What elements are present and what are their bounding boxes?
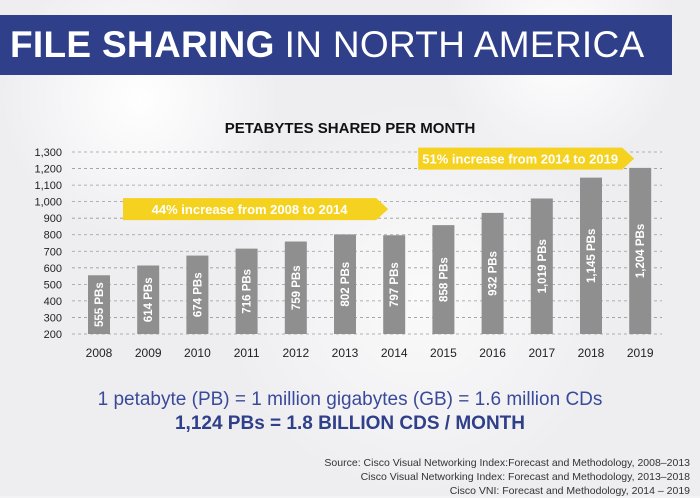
callout-text: 51% increase from 2014 to 2019 — [422, 152, 618, 167]
bar-data-label: 797 PBs — [389, 262, 401, 307]
bar — [629, 167, 652, 334]
bar-data-label: 555 PBs — [94, 282, 106, 327]
bar — [334, 234, 356, 334]
x-tick-label: 2019 — [627, 346, 654, 360]
bar — [284, 241, 307, 334]
x-tick-label: 2010 — [184, 346, 211, 360]
cds-per-month-note: 1,124 PBs = 1.8 BILLION CDS / MONTH — [174, 413, 525, 434]
y-tick-label: 900 — [44, 213, 62, 225]
x-tick-label: 2018 — [578, 346, 605, 360]
source-line-2: Cisco Visual Networking Index: Forecast … — [360, 471, 690, 483]
bar — [580, 177, 602, 334]
bar-data-label: 759 PBs — [291, 265, 303, 310]
conversion-note: 1 petabyte (PB) = 1 million gigabytes (G… — [97, 389, 603, 410]
page-title-banner: FILE SHARING IN NORTH AMERICA — [0, 15, 672, 75]
callout-text: 44% increase from 2008 to 2014 — [152, 202, 349, 217]
x-tick-label: 2012 — [282, 346, 309, 360]
bar-data-label: 858 PBs — [438, 257, 450, 302]
x-tick-label: 2015 — [430, 346, 457, 360]
y-tick-label: 200 — [44, 329, 62, 341]
source-line-3: Cisco VNI: Forecast and Methodology, 201… — [449, 485, 690, 497]
x-tick-label: 2008 — [86, 346, 113, 360]
y-tick-label: 1,200 — [34, 164, 62, 176]
gridlines — [72, 151, 662, 335]
y-tick-label: 400 — [44, 296, 62, 308]
bars: 555 PBs 614 PBs 674 PBs 716 PBs 759 PBs 802 P… — [88, 167, 652, 334]
y-tick-label: 500 — [44, 279, 62, 291]
bar-data-label: 674 PBs — [192, 272, 204, 317]
bar-data-label: 802 PBs — [340, 262, 352, 307]
y-tick-label: 1,100 — [34, 180, 62, 192]
bar-data-label: 932 PBs — [488, 251, 500, 296]
y-tick-label: 600 — [44, 263, 62, 275]
bar — [530, 198, 553, 334]
bar — [235, 248, 258, 334]
bar — [137, 265, 160, 334]
x-tick-label: 2016 — [479, 346, 506, 360]
x-tick-label: 2017 — [528, 346, 555, 360]
y-axis: 200 300 400 500 600 700 800 900 1,000 1,100 1,200 1… — [34, 147, 62, 341]
x-tick-label: 2011 — [234, 346, 260, 360]
bar-data-label: 1,019 PBs — [537, 239, 549, 293]
page-title-bold: FILE SHARING — [10, 24, 275, 65]
bar — [88, 275, 110, 334]
callout-arrow — [418, 147, 635, 170]
bar — [383, 235, 406, 334]
source-citations: Source: Cisco Visual Networking Index:Fo… — [324, 456, 690, 498]
chart-title: PETABYTES SHARED PER MONTH — [225, 120, 476, 137]
callouts: 44% increase from 2008 to 2014 51% increa… — [123, 147, 635, 221]
x-axis: 2008 2009 2010 2011 2012 2013 2014 2015 2016 2017… — [86, 346, 654, 360]
x-tick-label: 2013 — [332, 346, 359, 360]
y-tick-label: 1,000 — [34, 197, 62, 209]
y-tick-label: 1,300 — [34, 147, 62, 159]
y-tick-label: 300 — [44, 312, 62, 324]
bar — [481, 212, 504, 334]
x-tick-label: 2014 — [381, 346, 408, 360]
x-tick-label: 2009 — [135, 346, 162, 360]
bar-data-label: 1,145 PBs — [586, 229, 598, 283]
source-line-1: Source: Cisco Visual Networking Index:Fo… — [324, 457, 690, 469]
bar — [432, 225, 455, 334]
bar-data-label: 1,204 PBs — [635, 224, 647, 278]
page-title-light: IN NORTH AMERICA — [284, 24, 645, 65]
y-tick-label: 800 — [44, 230, 62, 242]
callout-arrow — [123, 198, 389, 221]
bar-data-label: 716 PBs — [242, 269, 254, 314]
bar-data-label: 614 PBs — [143, 277, 155, 322]
bar — [186, 255, 209, 334]
y-tick-label: 700 — [44, 246, 62, 258]
